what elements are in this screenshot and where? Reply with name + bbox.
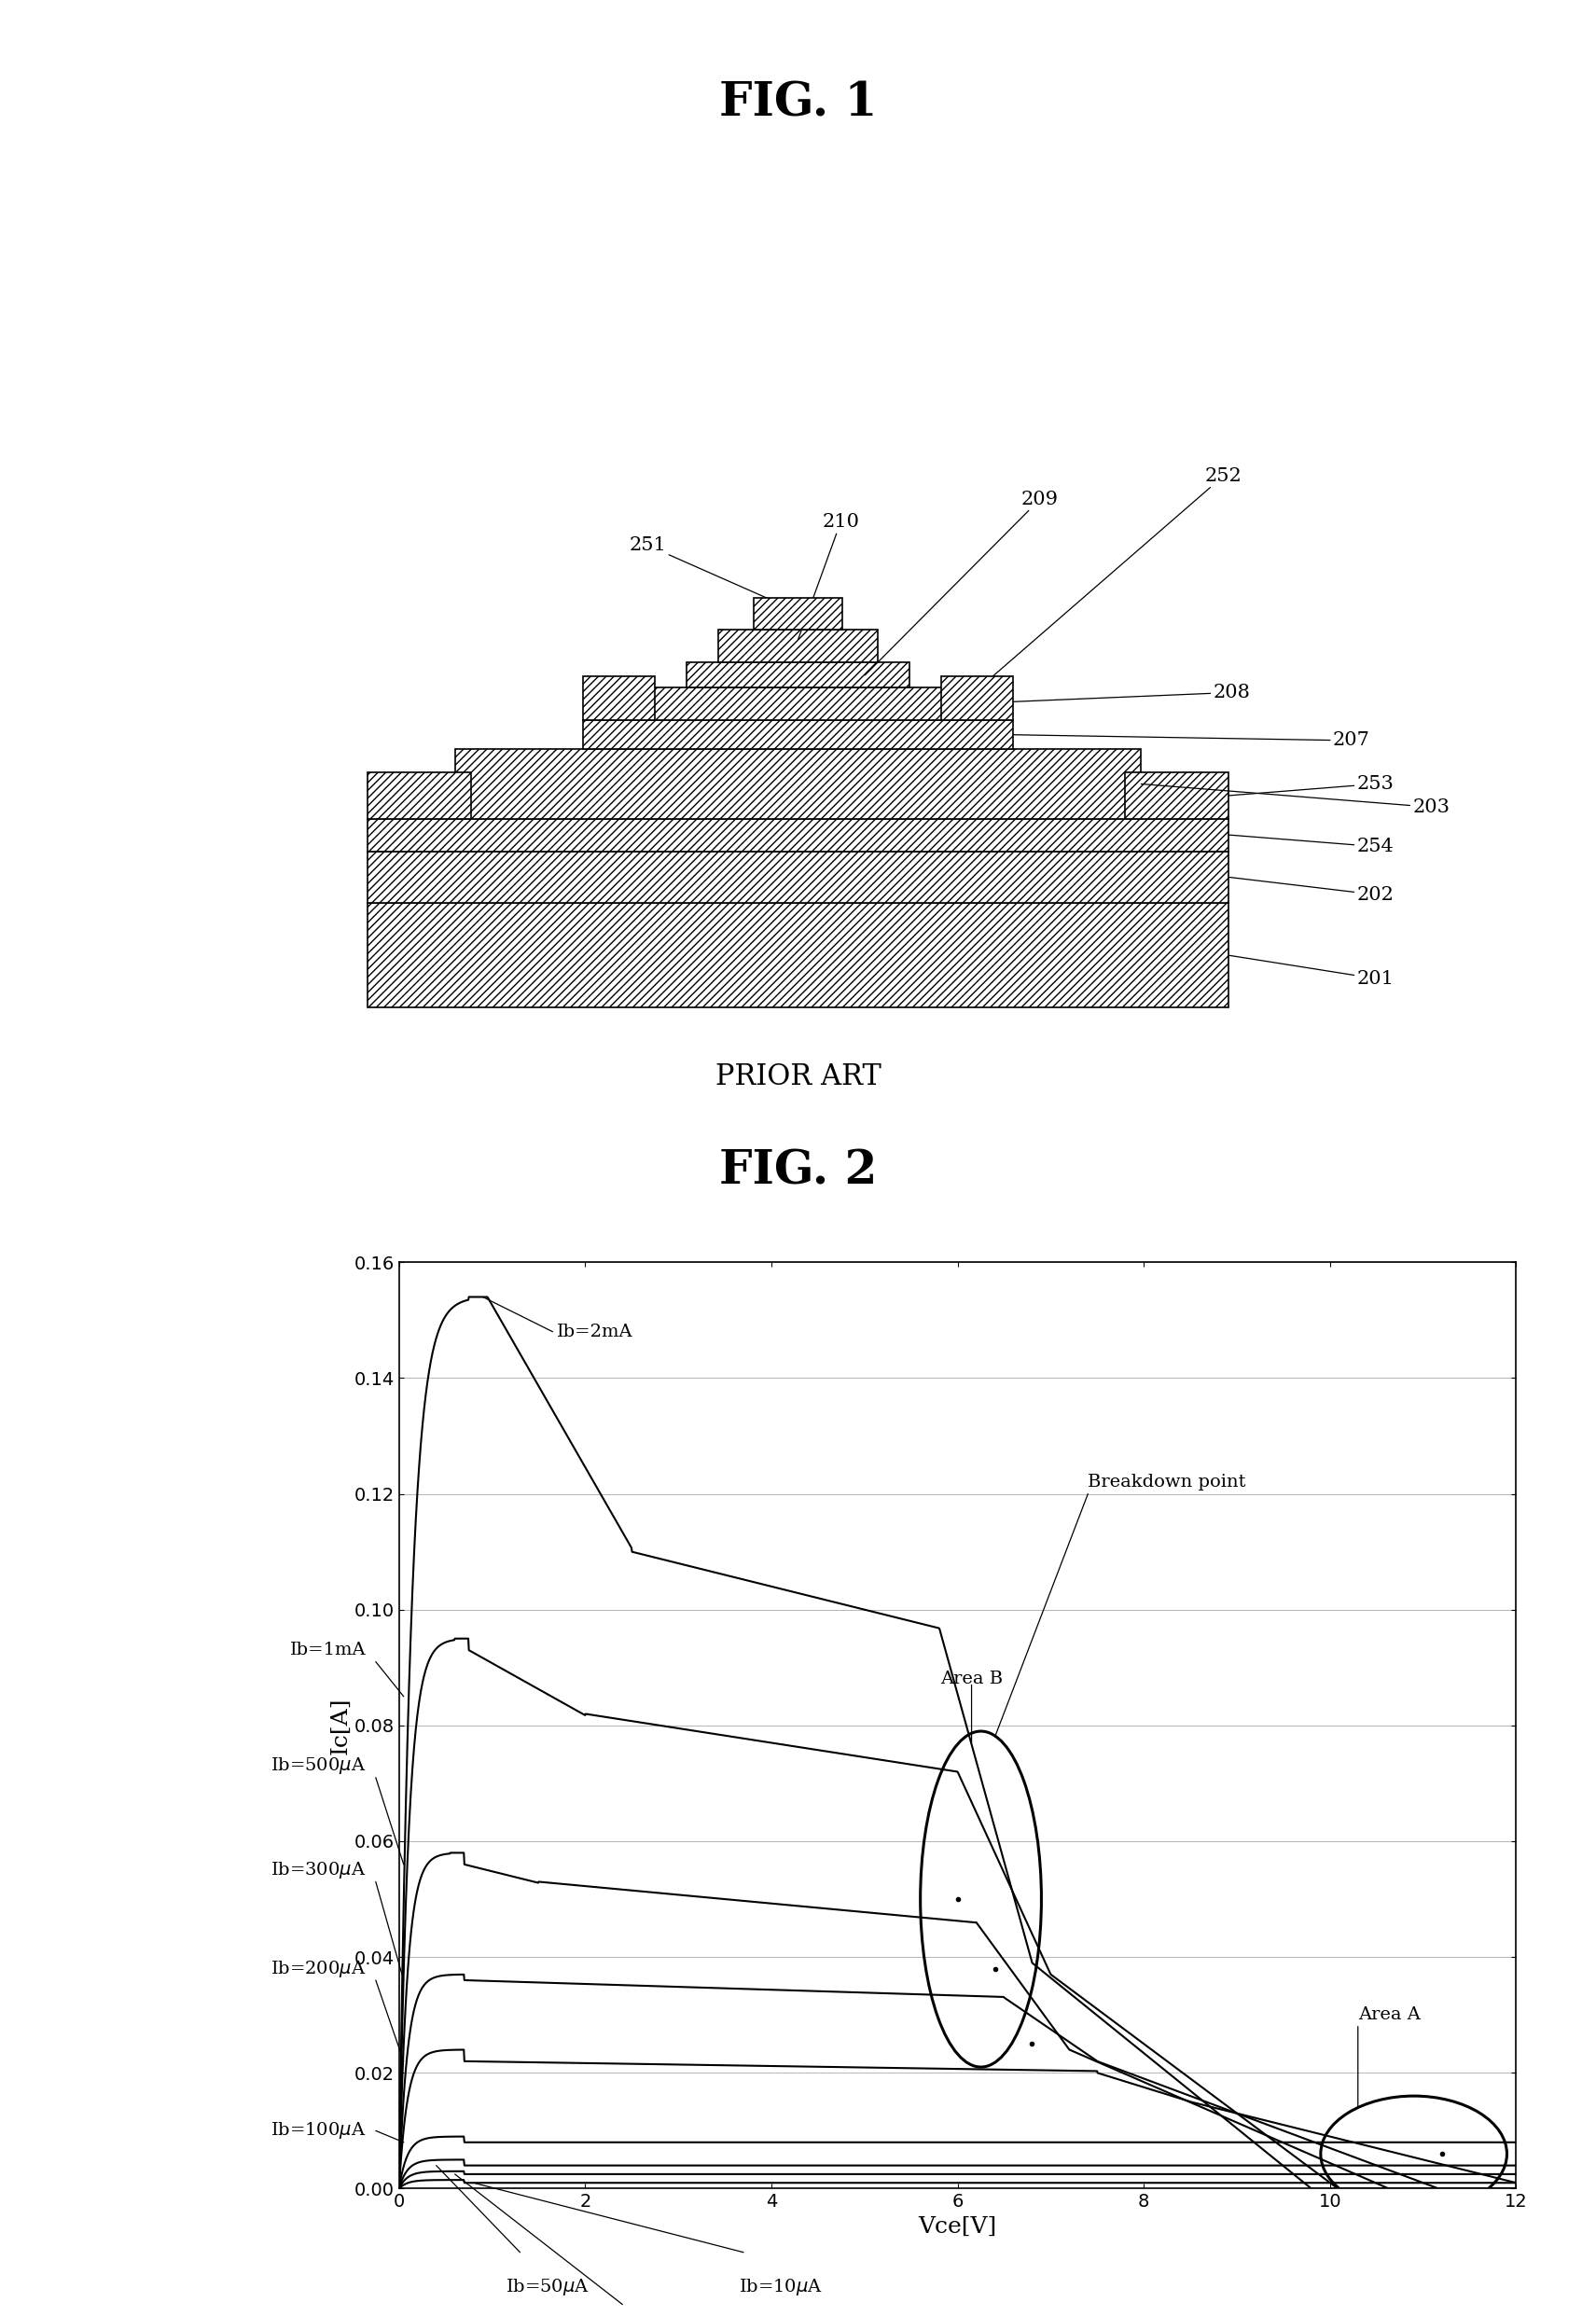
Bar [367, 771, 471, 818]
Bar [686, 662, 910, 688]
Text: 207: 207 [1013, 732, 1369, 750]
Text: Ib=500$\mu$A: Ib=500$\mu$A [271, 1756, 367, 1776]
Text: Ib=100$\mu$A: Ib=100$\mu$A [271, 2121, 367, 2140]
Text: 254: 254 [1229, 834, 1393, 855]
Bar [455, 748, 1141, 818]
Text: 203: 203 [1141, 783, 1449, 815]
Text: FIG. 2: FIG. 2 [720, 1149, 876, 1195]
Text: 252: 252 [977, 468, 1242, 690]
Text: 210: 210 [798, 514, 859, 639]
Bar [718, 630, 878, 662]
Bar [583, 676, 654, 720]
Bar [942, 676, 1013, 720]
Text: 253: 253 [1229, 776, 1393, 794]
Bar [753, 598, 843, 630]
Bar [1125, 771, 1229, 818]
Bar [367, 903, 1229, 1007]
Text: 209: 209 [865, 491, 1058, 676]
Text: PRIOR ART: PRIOR ART [715, 1063, 881, 1091]
Text: Area B: Area B [940, 1670, 1002, 1688]
Text: Ib=200$\mu$A: Ib=200$\mu$A [271, 1959, 367, 1978]
Text: Breakdown point: Breakdown point [1088, 1473, 1246, 1492]
Text: 202: 202 [1229, 878, 1393, 903]
Text: Ib=2mA: Ib=2mA [557, 1322, 634, 1341]
Bar [583, 720, 1013, 748]
Text: 251: 251 [629, 537, 780, 604]
Bar [638, 688, 958, 720]
Bar [367, 850, 1229, 903]
Text: Ib=1mA: Ib=1mA [290, 1642, 367, 1658]
Text: 201: 201 [1229, 954, 1393, 987]
Text: Ib=50$\mu$A: Ib=50$\mu$A [506, 2277, 591, 2297]
Bar [367, 820, 1229, 852]
Text: Area A: Area A [1358, 2006, 1420, 2024]
Text: Ib=10$\mu$A: Ib=10$\mu$A [739, 2277, 822, 2297]
Text: Ib=300$\mu$A: Ib=300$\mu$A [271, 1860, 367, 1881]
Y-axis label: Ic[A]: Ic[A] [330, 1698, 351, 1753]
X-axis label: Vce[V]: Vce[V] [918, 2216, 998, 2237]
Text: 208: 208 [958, 683, 1250, 704]
Text: FIG. 1: FIG. 1 [720, 81, 876, 127]
